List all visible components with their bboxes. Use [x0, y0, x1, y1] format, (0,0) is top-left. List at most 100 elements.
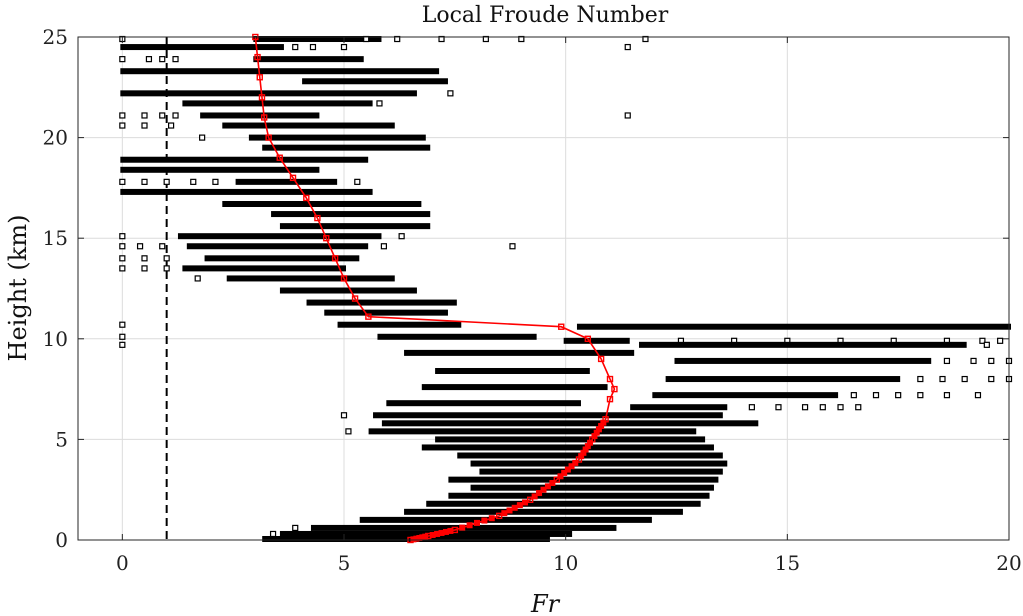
scatter-row-band	[306, 299, 457, 306]
scatter-points	[119, 35, 1013, 542]
mean-profile-marker	[561, 469, 568, 476]
scatter-row	[262, 144, 431, 151]
scatter-row-band	[248, 134, 426, 141]
scatter-row-band	[200, 112, 320, 119]
scatter-row-band	[377, 333, 537, 340]
scatter-point	[136, 243, 144, 250]
scatter-row	[386, 400, 581, 407]
mean-profile-marker	[587, 439, 594, 446]
mean-profile-marker	[481, 517, 488, 524]
scatter-row	[120, 43, 631, 51]
mean-profile-marker	[593, 429, 600, 436]
mean-profile-marker	[536, 490, 543, 497]
scatter-point	[983, 341, 990, 348]
scatter-point	[939, 375, 946, 383]
scatter-row-band	[479, 468, 723, 475]
scatter-row-band	[302, 78, 448, 85]
mean-profile-marker	[568, 463, 575, 470]
scatter-row-band	[262, 144, 431, 151]
mean-profile-marker	[434, 530, 441, 537]
axis-ticks: 0 5 10 15 20 0 5 10 15 20 25	[43, 25, 1022, 575]
scatter-point	[194, 275, 201, 282]
scatter-row-band	[652, 392, 839, 399]
mean-profile-marker	[438, 529, 445, 536]
mean-profile-marker	[531, 493, 538, 500]
scatter-point	[837, 404, 844, 411]
scatter-row-band	[271, 211, 431, 218]
mean-profile-marker	[488, 515, 495, 522]
y-tick-label: 20	[43, 126, 68, 150]
scatter-row	[381, 420, 759, 427]
mean-profile-marker	[549, 479, 556, 486]
x-tick-label: 15	[775, 551, 800, 575]
mean-profile-marker	[340, 275, 348, 282]
scatter-row-band	[381, 420, 759, 427]
scatter-row	[359, 516, 652, 523]
scatter-point	[917, 375, 924, 383]
scatter-row	[674, 357, 1013, 365]
scatter-row	[435, 367, 590, 374]
mean-profile-marker	[410, 536, 417, 543]
mean-profile-marker	[265, 134, 272, 141]
scatter-row-band	[120, 188, 373, 195]
mean-profile-marker	[459, 524, 466, 531]
mean-profile-marker	[429, 531, 436, 538]
mean-profile-marker	[254, 53, 261, 61]
scatter-point	[624, 112, 631, 119]
scatter-row	[340, 412, 723, 419]
mean-profile-marker	[557, 473, 564, 480]
scatter-row	[279, 223, 431, 230]
mean-profile-marker	[597, 355, 605, 363]
mean-profile-marker	[258, 94, 266, 101]
scatter-row-band	[177, 233, 382, 240]
scatter-row	[435, 436, 706, 443]
scatter-row-band	[630, 404, 728, 411]
mean-profile-marker	[276, 154, 283, 161]
scatter-row	[119, 333, 537, 340]
scatter-row-band	[324, 309, 448, 316]
scatter-point	[340, 43, 348, 51]
mean-profile-marker	[606, 375, 614, 383]
scatter-row-band	[386, 400, 581, 407]
mean-profile-marker	[442, 528, 449, 535]
scatter-row	[120, 166, 320, 173]
scatter-row	[271, 211, 431, 218]
scatter-point	[159, 56, 166, 63]
mean-profile-marker	[578, 453, 585, 460]
scatter-row-band	[435, 367, 590, 374]
scatter-row	[119, 243, 516, 250]
scatter-point	[119, 233, 126, 240]
scatter-point	[163, 178, 170, 185]
scatter-point	[190, 178, 197, 185]
scatter-point	[119, 333, 126, 340]
mean-profile-marker	[474, 519, 480, 526]
scatter-row	[448, 476, 719, 483]
scatter-row-band	[448, 476, 719, 483]
mean-profile-marker	[447, 527, 454, 534]
scatter-row-band	[337, 321, 462, 328]
y-tick-label: 15	[43, 226, 68, 250]
scatter-row-band	[665, 376, 901, 383]
mean-profile-marker	[595, 426, 602, 433]
scatter-point	[398, 233, 405, 240]
mean-profile-marker	[600, 419, 607, 426]
scatter-point	[141, 112, 148, 119]
scatter-point	[624, 43, 631, 51]
scatter-row	[302, 78, 448, 85]
scatter-point	[309, 43, 317, 51]
mean-profile-marker	[606, 395, 614, 403]
y-tick-label: 25	[43, 25, 68, 49]
scatter-point	[850, 392, 857, 399]
scatter-row	[470, 460, 728, 467]
mean-profile-marker	[572, 459, 579, 466]
scatter-row-band	[120, 44, 284, 51]
scatter-point	[119, 178, 126, 185]
scatter-row-band	[279, 287, 417, 294]
scatter-row-band	[448, 492, 710, 499]
mean-profile-marker	[544, 483, 551, 490]
scatter-point	[141, 178, 148, 185]
scatter-row-band	[404, 508, 683, 515]
scatter-row	[448, 492, 710, 499]
scatter-point	[988, 375, 995, 383]
